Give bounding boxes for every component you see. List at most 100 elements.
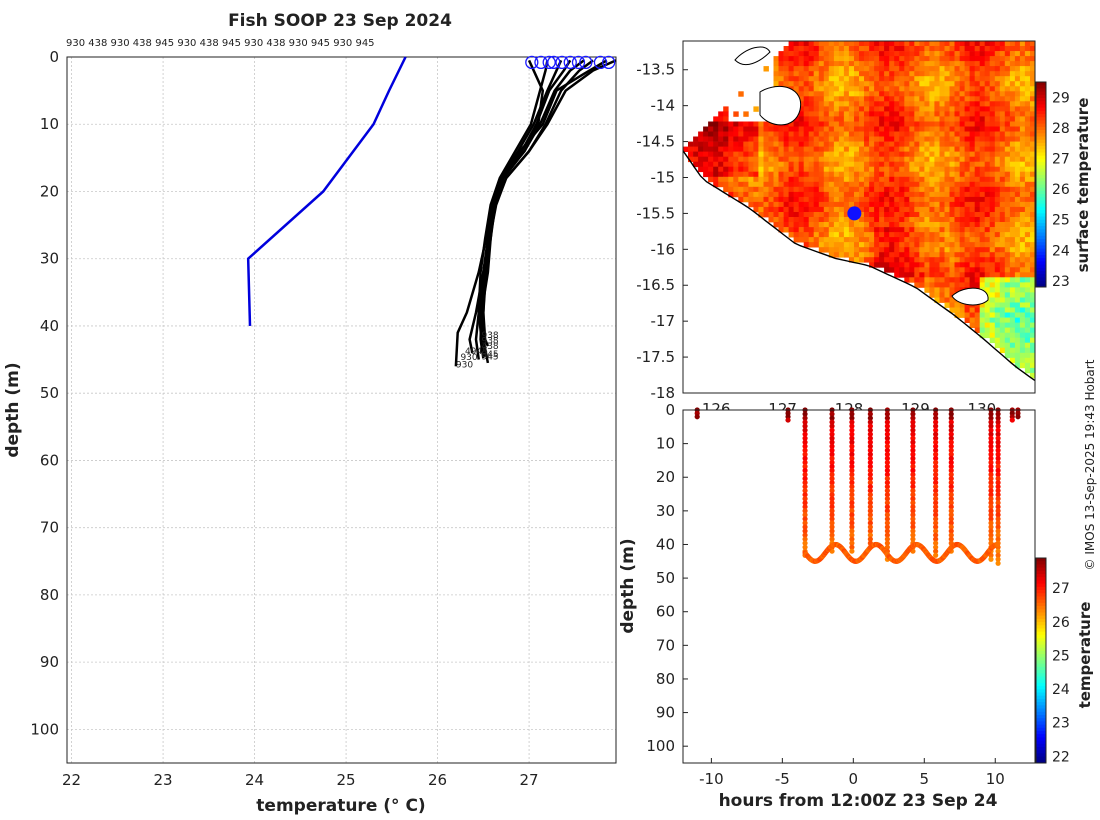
map-cell <box>929 212 935 218</box>
map-y-tick-label: -13.5 <box>636 61 675 79</box>
map-cell <box>778 66 784 72</box>
map-cell <box>974 141 981 147</box>
map-cell <box>773 66 779 72</box>
section-point <box>802 435 808 441</box>
section-colorbar-segment <box>1036 753 1046 758</box>
map-cell <box>934 46 940 52</box>
map-cell <box>833 252 840 258</box>
section-point <box>867 463 873 470</box>
map-cell <box>974 277 981 283</box>
map-cell <box>889 176 895 183</box>
map-cell <box>1030 126 1036 132</box>
section-y-tick-label: 70 <box>656 636 675 654</box>
map-cell <box>1009 277 1016 283</box>
map-cell <box>944 201 950 208</box>
section-point <box>884 435 890 441</box>
section-point <box>995 475 1001 482</box>
map-cell <box>959 262 965 268</box>
section-point <box>933 516 939 522</box>
map-cell <box>713 121 719 127</box>
map-cell <box>848 242 855 248</box>
map-colorbar-segment <box>1036 107 1046 112</box>
map-cell <box>768 161 774 168</box>
map-cell <box>959 206 965 213</box>
map-cell <box>969 146 975 152</box>
map-cell <box>954 257 960 263</box>
map-cell <box>728 126 734 132</box>
section-point <box>829 467 835 474</box>
map-cell <box>904 146 910 152</box>
map-cell <box>808 237 815 243</box>
map-cell <box>808 91 815 97</box>
map-cell <box>773 166 779 173</box>
map-cell <box>843 91 850 97</box>
section-point <box>933 500 939 506</box>
map-cell <box>1004 111 1011 117</box>
map-cell <box>1004 41 1011 47</box>
map-cell <box>793 161 799 168</box>
surface-marker <box>555 55 569 70</box>
map-cell <box>1030 201 1036 208</box>
section-point <box>988 451 994 457</box>
map-cell <box>1030 171 1036 178</box>
map-cell <box>944 66 950 72</box>
map-cell <box>984 146 991 152</box>
map-cell <box>989 51 996 57</box>
map-cell <box>859 91 865 97</box>
map-cell <box>874 186 880 193</box>
map-cell <box>798 232 805 238</box>
map-cell <box>994 247 1001 253</box>
map-cell <box>929 136 935 142</box>
map-cell <box>934 136 940 142</box>
map-cell <box>984 272 991 278</box>
map-cell <box>969 242 975 248</box>
map-cell <box>904 46 910 52</box>
map-cell <box>869 166 875 173</box>
map-cell <box>909 191 915 198</box>
map-cell <box>1004 327 1011 333</box>
map-cell <box>984 96 991 102</box>
map-cell <box>1019 111 1026 117</box>
left-y-tick-label: 100 <box>30 720 59 738</box>
map-cell <box>979 106 986 112</box>
section-point <box>933 532 939 538</box>
map-cell <box>999 272 1006 278</box>
map-cell <box>874 262 880 268</box>
map-cell <box>969 191 975 198</box>
map-cell <box>959 196 965 203</box>
map-cell <box>813 217 820 223</box>
map-cell <box>879 76 885 82</box>
section-point <box>884 496 890 502</box>
map-cell <box>869 242 875 248</box>
map-cell <box>1014 191 1021 198</box>
map-cell <box>904 76 910 82</box>
map-cell <box>718 131 724 137</box>
map-cell <box>1030 66 1036 72</box>
map-cell <box>924 196 930 203</box>
map-cell <box>738 151 744 157</box>
map-cell <box>843 206 850 213</box>
section-point <box>910 520 916 526</box>
map-cell <box>939 51 945 57</box>
map-cell <box>1024 332 1031 339</box>
map-cell <box>838 186 845 193</box>
map-cell <box>1030 161 1036 168</box>
map-cell <box>934 222 940 228</box>
map-cell <box>723 111 729 117</box>
section-point <box>910 471 916 478</box>
map-cell <box>964 262 970 268</box>
map-cell <box>999 307 1006 313</box>
map-cell <box>748 176 754 183</box>
map-cell <box>783 141 789 147</box>
map-cell <box>818 176 825 183</box>
section-colorbar-tick-label: 22 <box>1052 749 1070 765</box>
map-cell <box>929 262 935 268</box>
map-cell <box>969 96 975 102</box>
map-cell <box>894 161 900 168</box>
map-cell <box>1004 232 1011 238</box>
map-cell <box>1009 257 1016 263</box>
map-cell <box>934 66 940 72</box>
map-cell <box>778 181 784 188</box>
section-colorbar-segment <box>1036 558 1046 562</box>
map-cell <box>808 161 815 168</box>
